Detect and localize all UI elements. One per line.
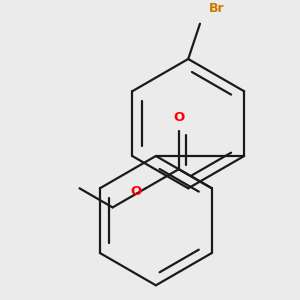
Text: O: O [130, 185, 141, 198]
Text: O: O [173, 111, 184, 124]
Text: Br: Br [209, 2, 224, 15]
